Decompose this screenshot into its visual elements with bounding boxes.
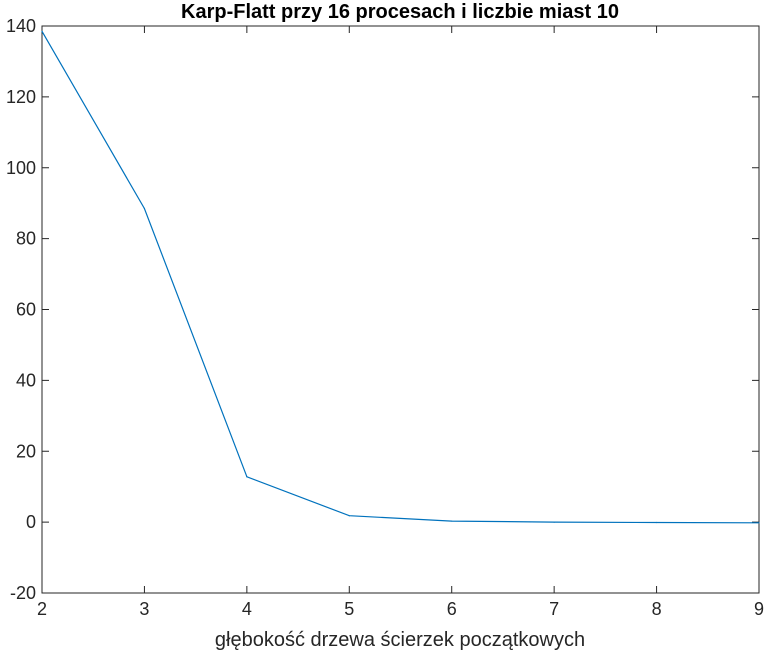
y-tick-label: 40 xyxy=(16,370,36,390)
data-point xyxy=(348,515,350,517)
x-tick-label: 6 xyxy=(447,599,457,619)
x-axis-label: głębokość drzewa ścierzek początkowych xyxy=(215,629,585,651)
data-point xyxy=(758,522,760,524)
x-tick-label: 3 xyxy=(139,599,149,619)
y-tick-label: 80 xyxy=(16,229,36,249)
ticks: 2 3 4 5 6 7 8 9 -20 0 20 40 60 80 100 120 140 xyxy=(6,16,764,619)
x-tick-label: 7 xyxy=(549,599,559,619)
x-tick-label: 9 xyxy=(754,599,764,619)
data-point xyxy=(451,520,453,522)
y-tick-label: 100 xyxy=(6,158,36,178)
chart-title: Karp-Flatt przy 16 procesach i liczbie m… xyxy=(181,1,619,23)
series-line xyxy=(41,30,760,524)
data-point xyxy=(41,30,43,32)
x-tick-label: 4 xyxy=(242,599,252,619)
y-tick-label: 20 xyxy=(16,441,36,461)
data-point xyxy=(143,207,146,210)
data-point xyxy=(246,476,248,478)
y-tick-label: -20 xyxy=(10,583,36,603)
data-point xyxy=(655,521,658,524)
y-tick-label: 140 xyxy=(6,16,36,36)
y-tick-label: 0 xyxy=(26,512,36,532)
y-tick-label: 120 xyxy=(6,87,36,107)
x-tick-label: 2 xyxy=(37,599,47,619)
x-tick-label: 5 xyxy=(344,599,354,619)
y-tick-label: 60 xyxy=(16,300,36,320)
series-group xyxy=(41,30,760,524)
plot-area xyxy=(41,25,760,594)
x-tick-label: 8 xyxy=(652,599,662,619)
data-point xyxy=(553,521,555,523)
